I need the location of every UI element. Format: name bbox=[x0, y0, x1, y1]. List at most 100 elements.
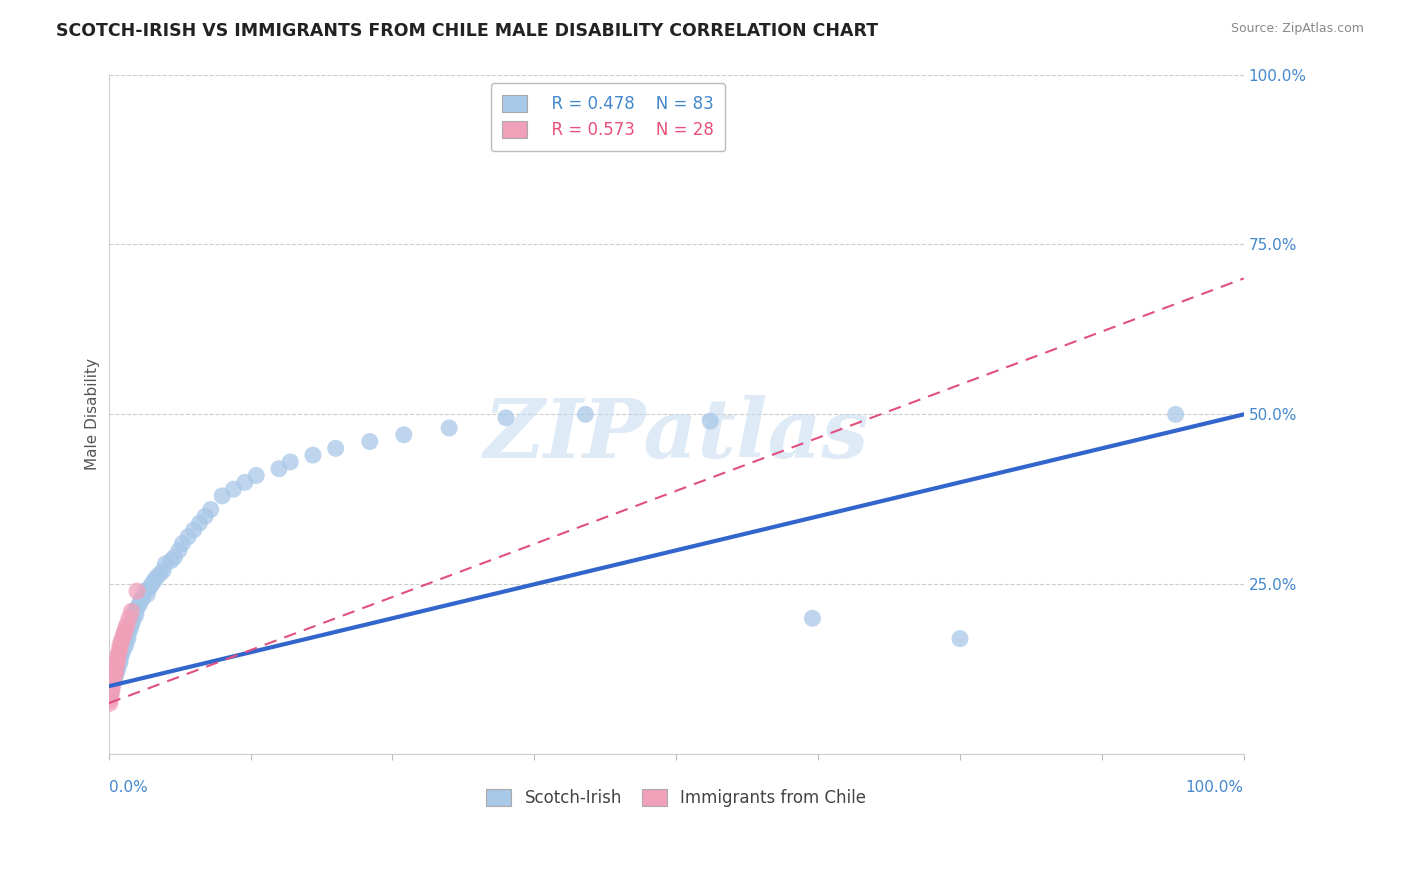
Point bbox=[160, 553, 183, 567]
Point bbox=[699, 414, 721, 428]
Point bbox=[245, 468, 267, 483]
Point bbox=[108, 645, 131, 659]
Point bbox=[110, 648, 132, 663]
Point bbox=[143, 574, 166, 588]
Point bbox=[103, 662, 125, 676]
Point bbox=[152, 564, 174, 578]
Point bbox=[107, 658, 129, 673]
Point bbox=[149, 567, 172, 582]
Point bbox=[104, 662, 127, 676]
Point bbox=[163, 550, 186, 565]
Point bbox=[107, 648, 129, 663]
Point bbox=[118, 611, 141, 625]
Point bbox=[200, 502, 222, 516]
Point bbox=[104, 669, 127, 683]
Point bbox=[801, 611, 824, 625]
Point bbox=[105, 656, 128, 670]
Point bbox=[114, 635, 136, 649]
Point bbox=[108, 639, 131, 653]
Point bbox=[183, 523, 205, 537]
Point bbox=[112, 639, 135, 653]
Text: SCOTCH-IRISH VS IMMIGRANTS FROM CHILE MALE DISABILITY CORRELATION CHART: SCOTCH-IRISH VS IMMIGRANTS FROM CHILE MA… bbox=[56, 22, 879, 40]
Point bbox=[128, 598, 150, 612]
Point bbox=[105, 662, 128, 676]
Point bbox=[222, 482, 245, 496]
Point bbox=[115, 628, 138, 642]
Point bbox=[105, 658, 128, 673]
Point bbox=[114, 632, 136, 646]
Point bbox=[104, 658, 127, 673]
Point bbox=[177, 530, 200, 544]
Point bbox=[115, 618, 138, 632]
Point bbox=[124, 605, 146, 619]
Point bbox=[267, 461, 290, 475]
Point bbox=[167, 543, 190, 558]
Point bbox=[233, 475, 256, 490]
Point bbox=[101, 682, 124, 697]
Point bbox=[108, 656, 131, 670]
Point bbox=[98, 682, 121, 697]
Point bbox=[211, 489, 233, 503]
Point bbox=[98, 679, 121, 693]
Point bbox=[98, 693, 121, 707]
Point bbox=[131, 591, 153, 605]
Point bbox=[194, 509, 217, 524]
Point bbox=[100, 690, 122, 704]
Point bbox=[101, 673, 124, 687]
Point bbox=[107, 656, 129, 670]
Point bbox=[117, 632, 139, 646]
Point bbox=[136, 587, 159, 601]
Point bbox=[114, 639, 136, 653]
Point bbox=[98, 696, 121, 710]
Point bbox=[188, 516, 211, 530]
Point bbox=[105, 665, 128, 680]
Point bbox=[172, 536, 194, 550]
Point bbox=[111, 641, 134, 656]
Text: 0.0%: 0.0% bbox=[108, 780, 148, 795]
Point bbox=[103, 669, 125, 683]
Point bbox=[101, 676, 124, 690]
Point bbox=[108, 656, 131, 670]
Point bbox=[437, 421, 460, 435]
Point bbox=[101, 669, 124, 683]
Point bbox=[122, 611, 145, 625]
Point bbox=[302, 448, 325, 462]
Point bbox=[110, 635, 132, 649]
Point bbox=[120, 618, 142, 632]
Point bbox=[1164, 408, 1187, 422]
Point bbox=[108, 648, 131, 663]
Y-axis label: Male Disability: Male Disability bbox=[86, 359, 100, 470]
Point bbox=[101, 679, 124, 693]
Point bbox=[111, 632, 134, 646]
Point bbox=[103, 669, 125, 683]
Point bbox=[138, 581, 160, 595]
Point bbox=[108, 641, 131, 656]
Point bbox=[112, 641, 135, 656]
Point bbox=[574, 408, 596, 422]
Point bbox=[104, 665, 127, 680]
Point bbox=[108, 652, 131, 666]
Point bbox=[325, 442, 347, 456]
Point bbox=[120, 605, 142, 619]
Point bbox=[114, 622, 136, 636]
Point bbox=[114, 624, 136, 639]
Point bbox=[101, 673, 124, 687]
Point bbox=[103, 665, 125, 680]
Point bbox=[101, 679, 124, 693]
Point bbox=[101, 665, 124, 680]
Point bbox=[120, 622, 142, 636]
Point bbox=[155, 557, 177, 571]
Point bbox=[110, 645, 132, 659]
Point bbox=[100, 686, 122, 700]
Point bbox=[129, 594, 152, 608]
Point bbox=[118, 624, 141, 639]
Point bbox=[359, 434, 381, 449]
Text: ZIPatlas: ZIPatlas bbox=[484, 395, 869, 475]
Point bbox=[107, 652, 129, 666]
Point bbox=[105, 658, 128, 673]
Point bbox=[141, 577, 163, 591]
Point bbox=[125, 584, 148, 599]
Point bbox=[111, 645, 134, 659]
Point bbox=[278, 455, 301, 469]
Point bbox=[145, 570, 167, 584]
